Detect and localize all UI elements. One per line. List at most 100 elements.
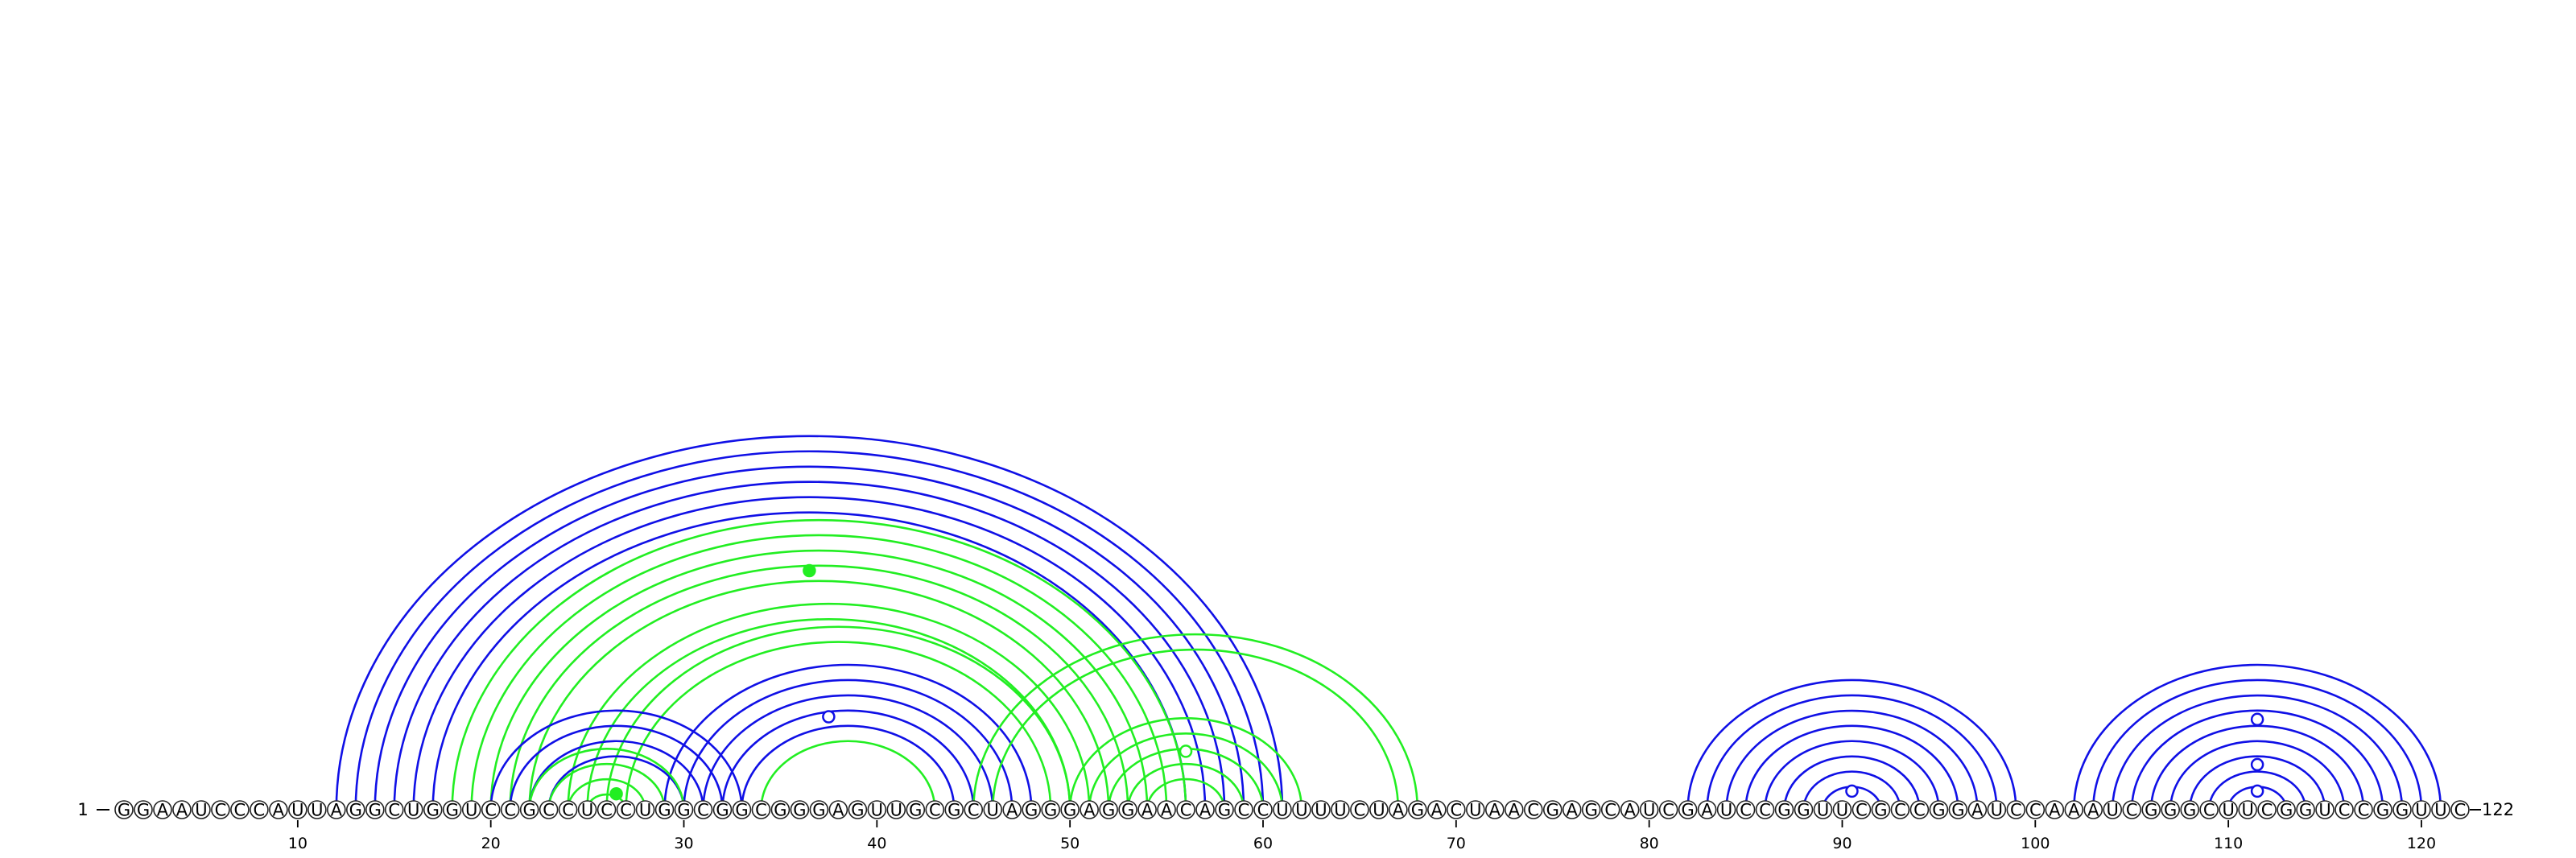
nucleotide-letter: C (1913, 801, 1926, 820)
nucleotide: G (1542, 800, 1563, 820)
nucleotide: A (1484, 800, 1505, 820)
nucleotide-letter: G (2396, 801, 2409, 820)
nucleotide-letter: A (157, 801, 169, 820)
nucleotide: U (288, 800, 308, 820)
nucleotide-letter: U (195, 801, 207, 820)
nucleotide: G (1099, 800, 1118, 820)
nucleotide: A (1620, 800, 1640, 820)
nucleotide: G (1408, 800, 1427, 820)
nucleotide-letter: U (890, 801, 902, 820)
nucleotide: U (1466, 800, 1485, 820)
nucleotide: A (327, 800, 346, 820)
nucleotide: C (1852, 800, 1872, 820)
nucleotide: G (1118, 800, 1137, 820)
nucleotide: G (1215, 800, 1234, 820)
nucleotide: U (867, 800, 887, 820)
nucleotide-letter: G (1681, 801, 1694, 820)
nucleotide-letter: U (291, 801, 303, 820)
nucleotide-letter: A (1084, 801, 1096, 820)
nucleotide: C (481, 800, 501, 820)
nucleotide: G (654, 800, 675, 820)
nucleotide-letter: A (1489, 801, 1501, 820)
base-pair-arc (412, 496, 1207, 811)
nucleotide-letter: G (851, 801, 864, 820)
nucleotide: U (1311, 800, 1331, 820)
base-pair-arc (567, 778, 646, 811)
nucleotide: A (1389, 800, 1408, 820)
base-pair-arc (1783, 755, 1921, 811)
nucleotide: C (925, 800, 945, 820)
tick-label: 110 (2214, 835, 2243, 852)
nucleotide-letter: C (1354, 801, 1366, 820)
nucleotide-letter: A (832, 801, 844, 820)
base-pair-arc (1764, 740, 1940, 811)
nucleotide: G (790, 800, 810, 820)
base-pair-arc (489, 709, 743, 811)
nucleotide-letter: A (1161, 801, 1173, 820)
nucleotide: U (2103, 800, 2123, 820)
base-pair-arc (2169, 740, 2346, 811)
nucleotide: U (192, 800, 211, 820)
tick-label: 120 (2407, 835, 2436, 852)
nucleotide: U (2219, 800, 2238, 820)
nucleotide: G (674, 800, 694, 820)
nucleotide: C (2334, 800, 2354, 820)
nucleotide: G (848, 800, 868, 820)
nucleotide-letter: C (2010, 801, 2022, 820)
nucleotide: C (2199, 800, 2219, 820)
nucleotide: G (519, 800, 539, 820)
nucleotide: C (1447, 800, 1466, 820)
nucleotide-letter: A (2087, 801, 2099, 820)
base-pair-arc (605, 625, 1071, 811)
nucleotide-letter: A (1141, 801, 1154, 820)
nucleotide: U (1987, 800, 2007, 820)
nucleotide: A (172, 800, 192, 820)
base-pair-arc (354, 450, 1265, 811)
nucleotide: C (2006, 800, 2026, 820)
nucleotide-letter: G (658, 801, 671, 820)
nucleotide: G (114, 800, 134, 820)
nucleotide: G (2141, 800, 2161, 820)
nucleotide-letter: G (2376, 801, 2389, 820)
base-pair-arc (2188, 755, 2326, 811)
nucleotide-letter: C (1740, 801, 1752, 820)
nucleotide: C (500, 800, 520, 820)
nucleotide-letter: G (1025, 801, 1038, 820)
nucleotide: G (732, 800, 752, 820)
nucleotide: G (1581, 800, 1601, 820)
nucleotide-letter: C (2454, 801, 2467, 820)
nucleotide: A (1157, 800, 1176, 820)
nucleotide-letter: G (774, 801, 786, 820)
nucleotide-letter: G (716, 801, 729, 820)
nucleotide-letter: U (1817, 801, 1829, 820)
nucleotide: G (1022, 800, 1042, 820)
nucleotide-letter: C (2203, 801, 2215, 820)
nucleotide-letter: G (1932, 801, 1945, 820)
nucleotide: A (153, 800, 172, 820)
nucleotide-letter: C (388, 801, 400, 820)
nucleotide-letter: G (118, 801, 130, 820)
nucleotide-letter: A (1567, 801, 1579, 820)
tick-label: 50 (1060, 835, 1080, 852)
nucleotide: G (1794, 800, 1814, 820)
nucleotide-letter: G (2164, 801, 2177, 820)
nucleotide: C (616, 800, 636, 820)
nucleotide-letter: A (1624, 801, 1636, 820)
arc-marker (2250, 712, 2264, 727)
nucleotide-letter: C (2339, 801, 2351, 820)
nucleotide-letter: U (2241, 801, 2253, 820)
tick-label: 100 (2021, 835, 2050, 852)
nucleotide: G (365, 800, 385, 820)
nucleotide-letter: C (1759, 801, 1771, 820)
base-pair-arc (1744, 724, 1959, 811)
nucleotide-letter: C (1238, 801, 1250, 820)
nucleotide-letter: C (2029, 801, 2041, 820)
nucleotide: G (2296, 800, 2315, 820)
nucleotide: U (983, 800, 1003, 820)
nucleotide: U (2315, 800, 2334, 820)
nucleotide-letter: C (1450, 801, 1462, 820)
base-pair-arc (586, 617, 1071, 811)
nucleotide-letter: C (215, 801, 227, 820)
nucleotide: C (384, 800, 404, 820)
base-pair-arc (702, 695, 994, 811)
